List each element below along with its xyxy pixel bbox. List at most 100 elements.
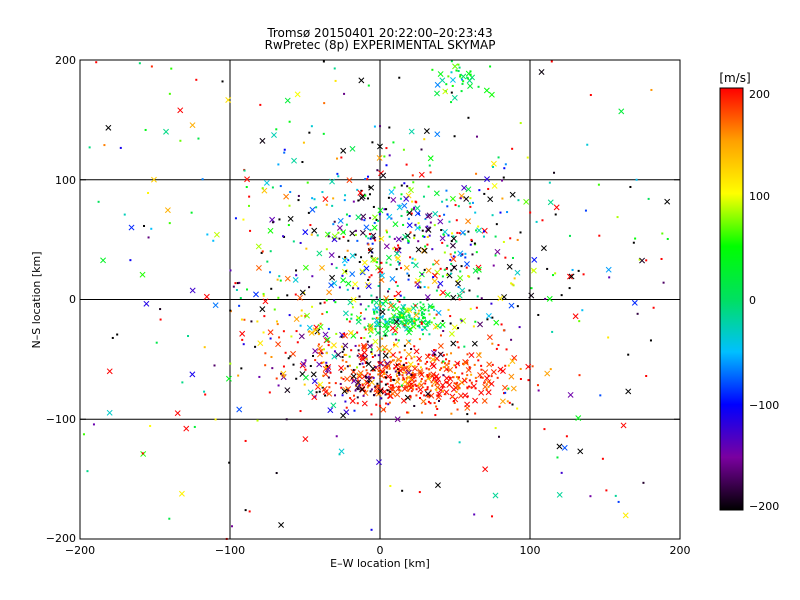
data-point-dot [410, 357, 413, 360]
data-point-dot [468, 202, 471, 205]
data-point-dot [411, 200, 414, 203]
data-point-dot [427, 400, 430, 403]
data-point-dot [372, 376, 375, 379]
data-point-dot [261, 250, 264, 253]
data-point-dot [356, 366, 359, 369]
data-point-cross [414, 210, 421, 217]
data-point-dot [362, 366, 365, 369]
data-point-dot [413, 237, 416, 240]
data-point-dot [571, 268, 574, 271]
data-point-dot [368, 276, 371, 279]
data-point-dot [470, 240, 473, 243]
data-point-dot [422, 316, 425, 319]
data-point-dot [147, 236, 150, 239]
data-point-dot [405, 357, 408, 360]
data-point-dot [431, 68, 434, 71]
data-point-dot [467, 116, 470, 119]
data-point-dot [339, 382, 342, 385]
data-point-dot [313, 198, 316, 201]
data-point-dot [427, 286, 430, 289]
data-point-dot [322, 374, 325, 377]
data-point-dot [364, 361, 367, 364]
data-point-dot [382, 348, 385, 351]
data-point-cross [139, 271, 146, 278]
data-point-dot [376, 261, 379, 264]
data-point-dot [445, 267, 448, 270]
data-point-dot [402, 315, 405, 318]
data-point-dot [434, 358, 437, 361]
data-point-cross [459, 287, 466, 294]
data-point-dot [426, 235, 429, 238]
data-point-dot [403, 304, 406, 307]
data-point-dot [388, 320, 391, 323]
data-point-dot [344, 256, 347, 259]
data-point-dot [332, 238, 335, 241]
data-point-dot [423, 268, 426, 271]
data-point-cross [304, 312, 310, 319]
data-point-dot [295, 330, 298, 333]
data-point-dot [283, 375, 286, 378]
data-point-dot [397, 377, 400, 380]
data-point-dot [437, 394, 440, 397]
data-point-dot [325, 311, 328, 314]
data-point-dot [236, 282, 239, 285]
data-point-dot [371, 369, 374, 372]
data-point-cross [106, 368, 113, 375]
data-point-cross [434, 131, 441, 138]
data-point-dot [423, 326, 426, 329]
data-point-dot [123, 213, 126, 216]
data-point-dot [286, 294, 289, 297]
data-point-cross [525, 363, 532, 370]
data-point-dot [424, 218, 427, 221]
data-point-dot [343, 353, 346, 356]
data-point-dot [168, 517, 171, 520]
data-point-dot [369, 335, 372, 338]
data-point-dot [428, 234, 431, 237]
data-point-dot [373, 125, 376, 128]
data-point-dot [324, 394, 327, 397]
data-point-dot [333, 299, 336, 302]
data-point-dot [352, 368, 355, 371]
data-point-dot [412, 208, 415, 211]
data-point-dot [519, 231, 522, 234]
data-point-dot [390, 378, 393, 381]
data-point-dot [469, 197, 472, 200]
data-point-dot [413, 322, 416, 325]
data-point-cross [441, 228, 448, 235]
data-point-dot [498, 435, 501, 438]
data-point-dot [531, 365, 534, 368]
data-point-cross [454, 360, 461, 367]
data-point-cross [490, 160, 497, 167]
data-point-cross [450, 256, 457, 263]
data-point-dot [403, 319, 406, 322]
data-point-dot [544, 297, 547, 300]
data-point-dot [409, 231, 412, 234]
data-point-dot [411, 371, 414, 374]
data-point-cross [487, 196, 494, 203]
data-point-cross [437, 343, 444, 349]
data-point-dot [370, 351, 373, 354]
data-point-cross [540, 245, 547, 252]
data-point-cross [239, 330, 246, 337]
data-point-dot [475, 135, 478, 138]
data-point-dot [389, 376, 392, 379]
colorbar-tick: −100 [749, 399, 779, 412]
data-point-cross [395, 236, 402, 243]
data-point-dot [375, 385, 378, 388]
data-point-dot [345, 318, 348, 321]
data-point-dot [387, 392, 390, 395]
data-point-dot [432, 305, 435, 308]
data-point-dot [433, 348, 436, 351]
data-point-cross [457, 275, 464, 281]
data-point-dot [420, 314, 423, 317]
data-point-dot [201, 178, 204, 181]
data-point-dot [376, 169, 379, 172]
data-point-cross [275, 341, 282, 348]
data-point-dot [244, 509, 247, 512]
data-point-dot [319, 322, 322, 325]
data-point-cross [561, 444, 568, 451]
data-point-dot [396, 317, 399, 320]
data-point-dot [397, 385, 400, 388]
data-point-dot [322, 132, 325, 135]
data-point-dot [193, 425, 196, 428]
